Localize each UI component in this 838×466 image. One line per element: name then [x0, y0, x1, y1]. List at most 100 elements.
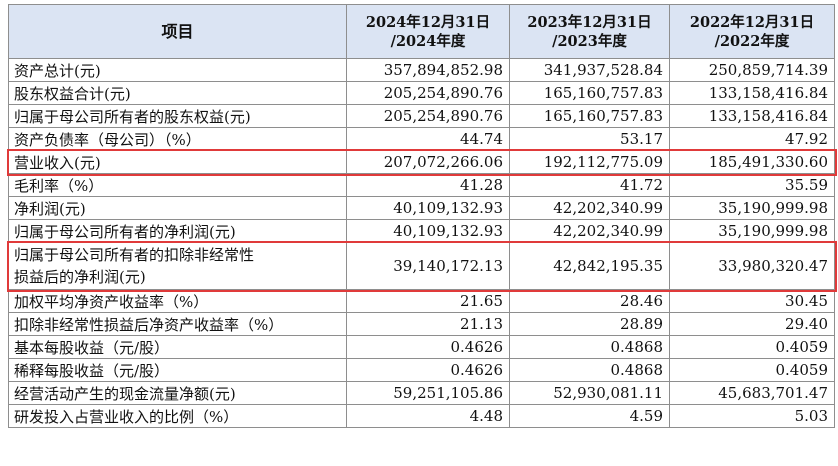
row-value: 33,980,320.47: [669, 242, 835, 290]
row-label-line: 资产总计(元): [14, 61, 101, 80]
row-label-line: 扣除非经常性损益后净资产收益率（%）: [14, 315, 284, 334]
header-period-date: 2022年12月31日: [689, 13, 815, 31]
header-period-date: 2024年12月31日: [365, 13, 491, 31]
row-value: 53.17: [509, 127, 670, 151]
row-value: 207,072,266.06: [346, 150, 510, 174]
row-value: 42,202,340.99: [509, 196, 670, 220]
row-value: 47.92: [669, 127, 835, 151]
row-label: 稀释每股收益（元/股）: [8, 358, 347, 382]
row-value: 44.74: [346, 127, 510, 151]
row-value: 341,937,528.84: [509, 58, 670, 82]
row-label: 归属于母公司所有者的净利润(元): [8, 219, 347, 243]
row-value: 165,160,757.83: [509, 81, 670, 105]
row-value: 45,683,701.47: [669, 381, 835, 405]
table-row: 股东权益合计(元) 205,254,890.76 165,160,757.83 133…: [8, 81, 835, 105]
table-row: 资产负债率（母公司）（%） 44.74 53.17 47.92: [8, 127, 835, 151]
row-label-line: 净利润(元): [14, 199, 86, 218]
table-row: 研发投入占营业收入的比例（%） 4.48 4.59 5.03: [8, 404, 835, 428]
table-row: 归属于母公司所有者的净利润(元) 40,109,132.93 42,202,340.…: [8, 219, 835, 243]
row-value: 21.13: [346, 312, 510, 336]
row-label: 毛利率（%）: [8, 173, 347, 197]
row-value: 39,140,172.13: [346, 242, 510, 290]
row-value: 205,254,890.76: [346, 81, 510, 105]
header-period-2024: 2024年12月31日 /2024年度: [346, 4, 510, 59]
row-value: 357,894,852.98: [346, 58, 510, 82]
header-period-year: /2024年度: [390, 32, 466, 50]
row-value: 0.4868: [509, 358, 670, 382]
row-label-line: 研发投入占营业收入的比例（%）: [14, 407, 239, 426]
financial-data-table: 项目 2024年12月31日 /2024年度 2023年12月31日 /2023…: [8, 4, 835, 428]
row-value: 35,190,999.98: [669, 196, 835, 220]
table-row: 加权平均净资产收益率（%） 21.65 28.46 30.45: [8, 289, 835, 313]
header-period-year: /2023年度: [552, 32, 627, 50]
row-label-line: 稀释每股收益（元/股）: [14, 361, 170, 380]
row-label: 加权平均净资产收益率（%）: [8, 289, 347, 313]
table-row: 净利润(元) 40,109,132.93 42,202,340.99 35,190,9…: [8, 196, 835, 220]
row-value: 133,158,416.84: [669, 104, 835, 128]
table-row: 扣除非经常性损益后净资产收益率（%） 21.13 28.89 29.40: [8, 312, 835, 336]
row-value: 35,190,999.98: [669, 219, 835, 243]
row-value: 0.4868: [509, 335, 670, 359]
row-label: 归属于母公司所有者的扣除非经常性 损益后的净利润(元): [8, 242, 347, 290]
row-label-line: 经营活动产生的现金流量净额(元): [14, 384, 236, 403]
table-row: 归属于母公司所有者的扣除非经常性 损益后的净利润(元) 39,140,172.13 4…: [8, 242, 835, 290]
table-row: 营业收入(元) 207,072,266.06 192,112,775.09 185,4…: [8, 150, 835, 174]
row-label: 营业收入(元): [8, 150, 347, 174]
header-row: 项目 2024年12月31日 /2024年度 2023年12月31日 /2023…: [8, 4, 835, 59]
row-value: 40,109,132.93: [346, 196, 510, 220]
row-value: 0.4059: [669, 335, 835, 359]
row-label-line: 归属于母公司所有者的净利润(元): [14, 222, 236, 241]
row-value: 0.4059: [669, 358, 835, 382]
header-period-2022: 2022年12月31日 /2022年度: [669, 4, 835, 59]
row-value: 133,158,416.84: [669, 81, 835, 105]
row-value: 185,491,330.60: [669, 150, 835, 174]
header-period-2023: 2023年12月31日 /2023年度: [509, 4, 670, 59]
row-value: 250,859,714.39: [669, 58, 835, 82]
row-label: 扣除非经常性损益后净资产收益率（%）: [8, 312, 347, 336]
row-label: 研发投入占营业收入的比例（%）: [8, 404, 347, 428]
row-value: 42,202,340.99: [509, 219, 670, 243]
row-value: 30.45: [669, 289, 835, 313]
row-value: 42,842,195.35: [509, 242, 670, 290]
row-value: 192,112,775.09: [509, 150, 670, 174]
row-value: 0.4626: [346, 335, 510, 359]
row-label-line: 损益后的净利润(元): [14, 268, 146, 286]
row-label-line: 基本每股收益（元/股）: [14, 338, 170, 357]
row-value: 5.03: [669, 404, 835, 428]
row-label: 资产负债率（母公司）（%）: [8, 127, 347, 151]
row-label-line: 归属于母公司所有者的扣除非经常性: [14, 246, 255, 264]
row-value: 205,254,890.76: [346, 104, 510, 128]
header-item: 项目: [8, 4, 347, 59]
header-period-date: 2023年12月31日: [527, 13, 652, 31]
row-label-line: 股东权益合计(元): [14, 84, 131, 103]
row-value: 28.46: [509, 289, 670, 313]
row-value: 28.89: [509, 312, 670, 336]
row-value: 21.65: [346, 289, 510, 313]
row-label: 净利润(元): [8, 196, 347, 220]
row-label: 资产总计(元): [8, 58, 347, 82]
row-label-line: 归属于母公司所有者的股东权益(元): [14, 107, 251, 126]
row-label-line: 营业收入(元): [14, 153, 101, 172]
row-value: 165,160,757.83: [509, 104, 670, 128]
row-value: 29.40: [669, 312, 835, 336]
table-row: 稀释每股收益（元/股） 0.4626 0.4868 0.4059: [8, 358, 835, 382]
row-value: 59,251,105.86: [346, 381, 510, 405]
row-label-line: 资产负债率（母公司）（%）: [14, 130, 201, 149]
table-row: 经营活动产生的现金流量净额(元) 59,251,105.86 52,930,081.…: [8, 381, 835, 405]
row-value: 41.72: [509, 173, 670, 197]
table-row: 资产总计(元) 357,894,852.98 341,937,528.84 250,8…: [8, 58, 835, 82]
header-period-year: /2022年度: [714, 32, 790, 50]
table-row: 归属于母公司所有者的股东权益(元) 205,254,890.76 165,160,7…: [8, 104, 835, 128]
row-value: 0.4626: [346, 358, 510, 382]
row-value: 35.59: [669, 173, 835, 197]
row-label: 股东权益合计(元): [8, 81, 347, 105]
row-label: 经营活动产生的现金流量净额(元): [8, 381, 347, 405]
row-label: 归属于母公司所有者的股东权益(元): [8, 104, 347, 128]
row-value: 4.59: [509, 404, 670, 428]
row-label-line: 加权平均净资产收益率（%）: [14, 292, 209, 311]
row-value: 4.48: [346, 404, 510, 428]
row-value: 40,109,132.93: [346, 219, 510, 243]
table-row: 毛利率（%） 41.28 41.72 35.59: [8, 173, 835, 197]
row-label: 基本每股收益（元/股）: [8, 335, 347, 359]
row-value: 41.28: [346, 173, 510, 197]
